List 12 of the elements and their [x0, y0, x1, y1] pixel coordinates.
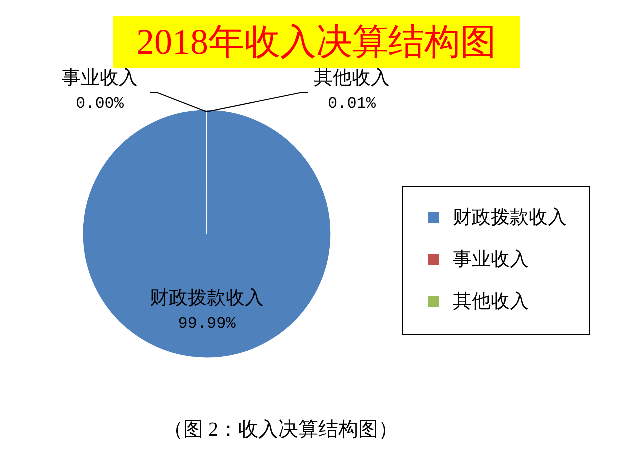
legend-label: 财政拨款收入 [453, 206, 567, 228]
legend-label: 其他收入 [453, 290, 529, 312]
data-label: 0.01% [328, 95, 376, 113]
category-label: 事业收入 [62, 67, 138, 89]
text: （图 2：收入决算结构图） [162, 418, 400, 443]
data-label: 99.99% [178, 315, 236, 333]
text: 0.00% [76, 95, 124, 113]
slice-label: 财政拨款收入 [150, 287, 264, 309]
legend-label: 事业收入 [453, 248, 529, 270]
slice-label: 其他收入 [314, 67, 390, 89]
pie-slice [82, 110, 332, 358]
chart-title: 2018年收入决算结构图 [113, 16, 520, 68]
